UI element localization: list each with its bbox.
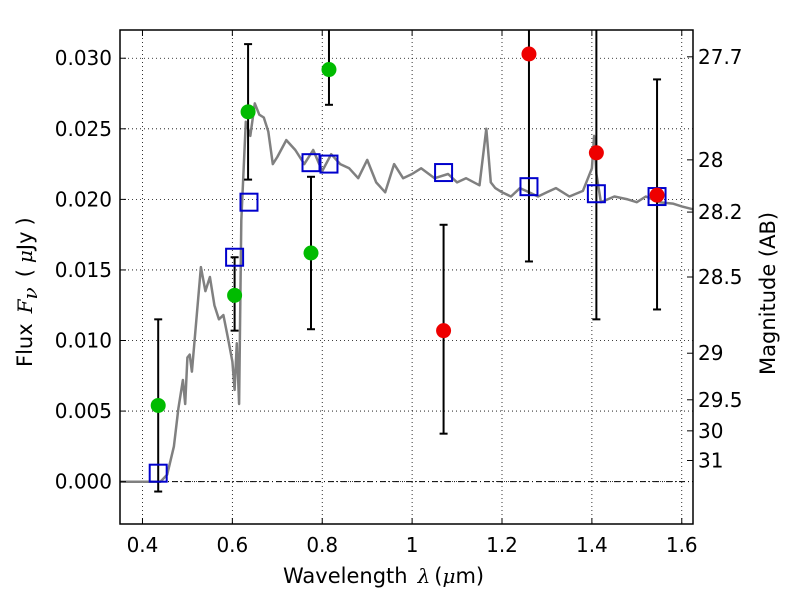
- y2-tick-label: 30: [698, 419, 723, 443]
- y2-tick-label: 28: [698, 148, 723, 172]
- y2-tick-label: 27.7: [698, 45, 743, 69]
- x-tick-label: 1.4: [576, 533, 608, 557]
- observed-point-red: [436, 323, 452, 339]
- y2-tick-label: 28.2: [698, 200, 743, 224]
- model-photometry-box: [239, 192, 259, 212]
- y2-tick-label: 31: [698, 448, 723, 472]
- y-tick-label: 0.025: [55, 117, 112, 141]
- x-tick-label: 1.2: [486, 533, 518, 557]
- model-photometry-box: [586, 184, 606, 204]
- y-tick-label: 0.000: [55, 470, 112, 494]
- observed-point-green: [227, 287, 243, 303]
- y-tick-label: 0.015: [55, 258, 112, 282]
- observed-point-green: [303, 245, 319, 261]
- observed-point-green: [150, 397, 166, 413]
- x-tick-label: 1: [406, 533, 419, 557]
- observed-point-red: [649, 187, 665, 203]
- plot-series: [120, 30, 694, 493]
- y-axis-label: FluxFν(μJy): [13, 217, 42, 367]
- model-photometry-box: [148, 463, 168, 483]
- y2-tick-label: 29: [698, 341, 723, 365]
- y2-axis-label: Magnitude (AB): [756, 212, 780, 375]
- model-photometry-box: [519, 177, 539, 197]
- x-tick-label: 0.6: [216, 533, 248, 557]
- y2-tick-label: 29.5: [698, 388, 743, 412]
- axis-ticks: 0.4 0.6 0.8 1 1.2 1.4 1.6 0.000 0.005 0.010 0.015 0…: [55, 30, 743, 557]
- x-tick-label: 0.4: [127, 533, 159, 557]
- observed-point-red: [521, 46, 537, 62]
- y-tick-label: 0.020: [55, 187, 112, 211]
- observed-point-green: [321, 62, 337, 78]
- observed-point-green: [240, 104, 256, 120]
- y-tick-label: 0.030: [55, 46, 112, 70]
- model-photometry-box: [319, 154, 339, 174]
- model-spectrum-line: [120, 102, 694, 483]
- x-tick-label: 0.8: [306, 533, 338, 557]
- model-photometry-box: [434, 163, 454, 183]
- observed-point-red: [588, 145, 604, 161]
- model-photometry-box: [225, 247, 245, 267]
- y2-tick-label: 28.5: [698, 265, 743, 289]
- y-tick-label: 0.005: [55, 399, 112, 423]
- x-axis-label: Wavelength λ (μm): [283, 564, 484, 588]
- y-tick-label: 0.010: [55, 329, 112, 353]
- x-tick-label: 1.6: [666, 533, 698, 557]
